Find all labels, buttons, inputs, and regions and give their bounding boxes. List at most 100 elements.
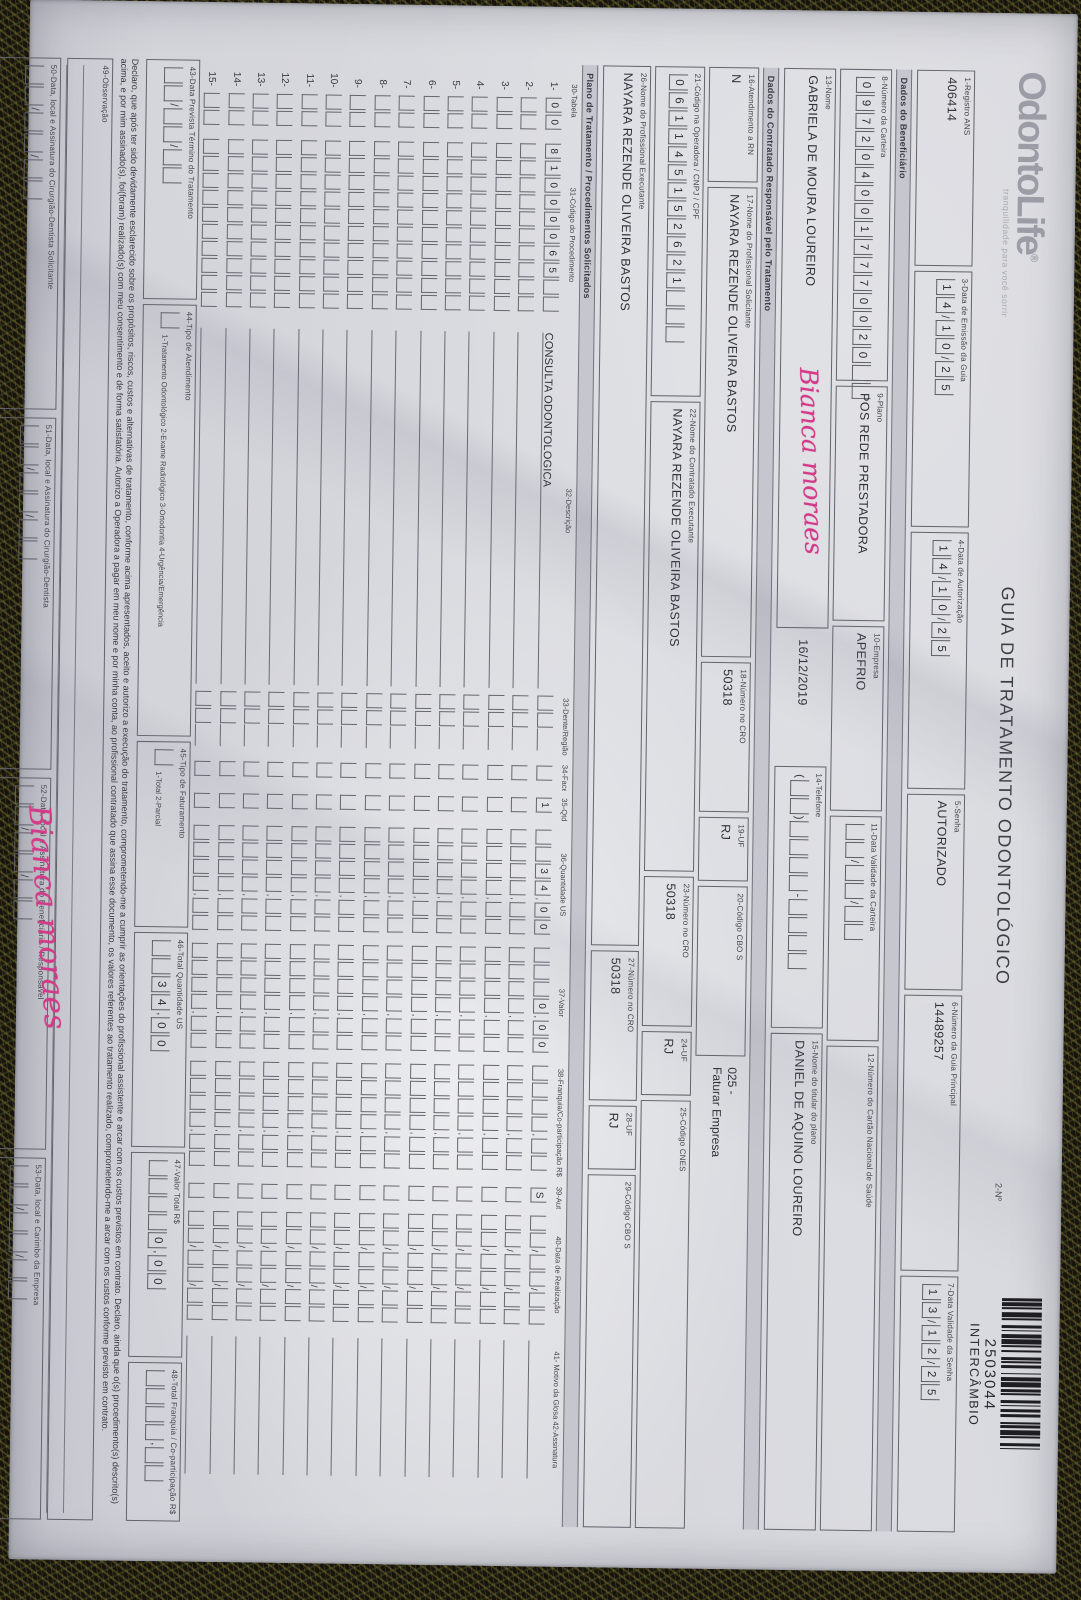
digit-box — [406, 1269, 424, 1285]
digit-box — [347, 259, 364, 276]
digit-box — [190, 1015, 208, 1031]
digit-box — [357, 1290, 374, 1306]
digit-box — [485, 879, 502, 896]
digit-box — [482, 1098, 499, 1115]
digit-box — [227, 173, 244, 189]
digit-box: 6 — [668, 92, 688, 109]
cell-assinatura — [526, 1340, 545, 1479]
digit-box — [479, 1308, 496, 1325]
digit-box — [19, 446, 40, 466]
digit-box — [494, 244, 511, 261]
digit-box — [409, 1114, 426, 1130]
digit-box: 0 — [532, 1019, 549, 1036]
digit-box — [200, 291, 218, 308]
digit-box — [508, 998, 525, 1014]
digit-box — [463, 694, 480, 710]
field-label: 51-Data, local e Assinatura do Cirurgião… — [41, 424, 54, 608]
digit-box — [193, 841, 210, 857]
field-label: 47-Valor Total R$ — [172, 1159, 183, 1225]
digit-box: 1 — [922, 1283, 942, 1301]
digit-box — [534, 829, 552, 845]
field-label: 22-Nome do Contratado Executante — [686, 408, 698, 544]
digit-box — [324, 191, 341, 207]
digit-box — [163, 108, 183, 125]
digit-box — [217, 859, 234, 875]
cell-assinatura — [428, 1339, 447, 1478]
digit-box — [411, 945, 428, 962]
digit-box — [324, 157, 342, 173]
digit-box — [8, 1233, 29, 1253]
digit-box: 0 — [147, 1273, 167, 1290]
digit-box — [487, 711, 505, 728]
digit-box — [348, 225, 365, 242]
digit-box — [226, 224, 243, 240]
digit-box — [262, 1112, 279, 1128]
box-separator: , — [154, 1012, 167, 1016]
digit-box — [213, 1133, 230, 1149]
cell-tabela — [496, 96, 513, 136]
digit-box — [148, 1214, 168, 1231]
signature-dentista-solicitante: 50-Data, local e Assinatura do Cirurgião… — [0, 56, 62, 410]
box-separator: , — [337, 1012, 348, 1016]
cell-face — [438, 763, 455, 789]
digit-box — [237, 1133, 255, 1150]
cell-us: , — [216, 824, 235, 936]
cell-valor: , — [239, 942, 257, 1054]
digit-box — [469, 244, 487, 260]
box-separator: , — [239, 1011, 250, 1015]
digit-box — [266, 842, 283, 858]
digit-box — [397, 192, 414, 208]
digit-box — [386, 979, 403, 995]
digit-box — [372, 226, 389, 242]
digit-box — [228, 93, 245, 109]
digit-box — [410, 1035, 427, 1051]
digit-box — [359, 1135, 377, 1151]
cell-data: / / — [528, 1214, 546, 1334]
digit-box — [236, 1211, 254, 1227]
table-column-header: 41- Motivo da Glosa 42-Assinatura — [550, 1351, 562, 1469]
digit-box — [291, 762, 309, 778]
box-separator: / — [382, 1285, 393, 1289]
box-separator: / — [261, 1245, 272, 1249]
digit-box — [312, 1062, 329, 1078]
digit-box — [535, 765, 553, 781]
digit-box — [506, 1137, 523, 1153]
blank-line — [268, 724, 285, 747]
cell-valor: , — [434, 945, 452, 1057]
field-atendimento-rn: 16-Atendimento a RN N — [707, 66, 760, 183]
digit-box: 2 — [921, 1342, 941, 1360]
box-separator: / — [407, 1247, 418, 1251]
digit-box — [358, 1213, 376, 1229]
digit-box — [439, 711, 456, 727]
digit-box — [790, 779, 810, 796]
digit-box — [435, 963, 452, 979]
box-separator: / — [480, 1248, 491, 1252]
digit-box — [397, 209, 414, 225]
digit-box — [334, 1184, 352, 1200]
digit-box — [388, 844, 405, 860]
digit-box: 7 — [853, 238, 873, 256]
digit-boxes: / / — [23, 64, 45, 200]
digit-box: 6 — [666, 236, 686, 253]
box-separator: , — [339, 894, 350, 898]
digit-box — [334, 1212, 351, 1228]
cell-face — [413, 763, 431, 789]
digit-box — [520, 97, 538, 113]
digit-box — [518, 245, 535, 261]
digit-box — [508, 981, 525, 997]
digit-box — [471, 159, 488, 175]
cell-valor: , — [190, 942, 209, 1054]
digit-box — [481, 1154, 498, 1170]
digit-box — [225, 292, 242, 308]
digit-box — [145, 1388, 165, 1405]
digit-box — [333, 1268, 350, 1284]
cell-tabela — [447, 95, 464, 135]
digit-box — [265, 915, 282, 931]
digit-box: 0 — [854, 148, 875, 166]
barcode-icon — [999, 1217, 1043, 1534]
cell-data: / / — [357, 1212, 376, 1332]
digit-box — [363, 899, 380, 915]
cell-dente — [194, 690, 212, 754]
digit-box — [509, 918, 526, 934]
cell-data: / / — [235, 1210, 254, 1330]
